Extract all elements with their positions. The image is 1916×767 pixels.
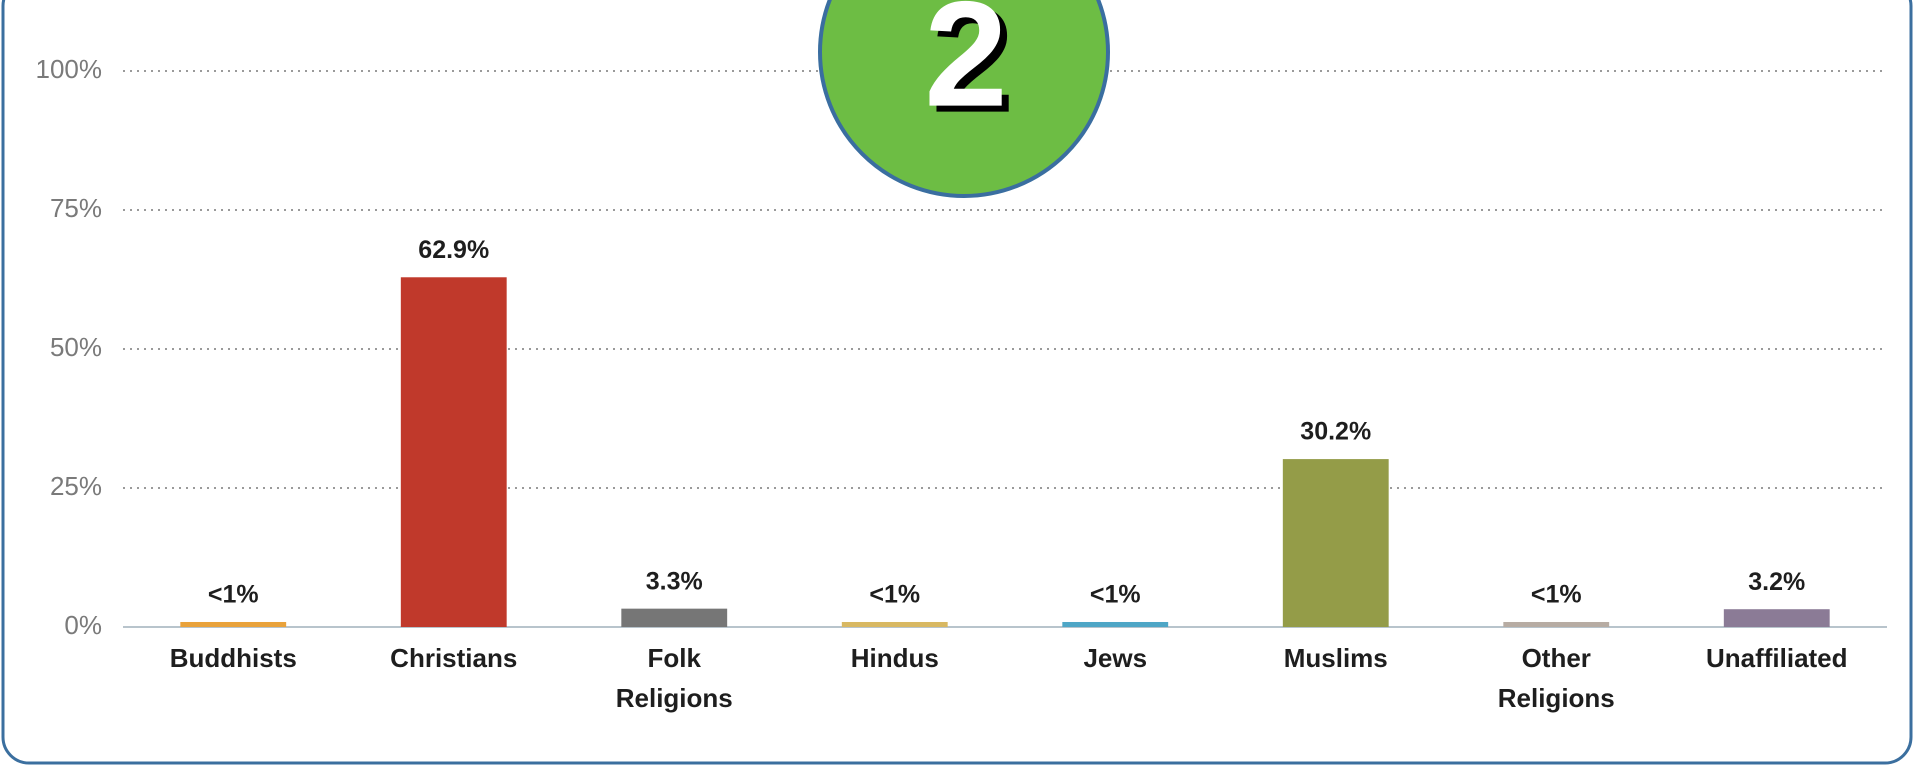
data-label: 3.2% — [1748, 568, 1805, 596]
bar — [400, 277, 507, 627]
y-tick-label: 50% — [50, 332, 102, 362]
x-tick-label: Unaffiliated — [1705, 643, 1848, 673]
bar — [1062, 621, 1169, 627]
x-tick-label: Hindus — [850, 643, 939, 673]
x-tick-label: Muslims — [1283, 643, 1388, 673]
x-tick-label: Folk Religions — [615, 643, 733, 713]
badge-shadow: 2 — [931, 0, 1014, 144]
data-label: <1% — [869, 581, 920, 609]
x-tick-label: Other Religions — [1497, 643, 1615, 713]
y-tick-label: 75% — [50, 193, 102, 223]
x-tick-label: Christians — [390, 643, 518, 673]
data-label: 3.3% — [646, 567, 703, 595]
badge-circle — [818, 0, 1110, 198]
badge-text: 2 — [924, 0, 1007, 138]
data-label: <1% — [1090, 581, 1141, 609]
y-tick-label: 25% — [50, 471, 102, 501]
x-tick-label: Jews — [1083, 643, 1148, 673]
y-tick-label: 100% — [36, 54, 103, 84]
data-label: <1% — [208, 581, 259, 609]
x-tick-label: Buddhists — [169, 643, 297, 673]
bar — [1503, 621, 1610, 627]
y-tick-label: 0% — [64, 610, 102, 640]
data-label: 62.9% — [418, 236, 489, 264]
bar — [621, 608, 728, 627]
data-label: <1% — [1531, 581, 1582, 609]
bar — [841, 621, 948, 627]
bar — [180, 621, 287, 627]
bar — [1282, 459, 1389, 627]
bar — [1723, 609, 1830, 627]
data-label: 30.2% — [1300, 418, 1371, 446]
